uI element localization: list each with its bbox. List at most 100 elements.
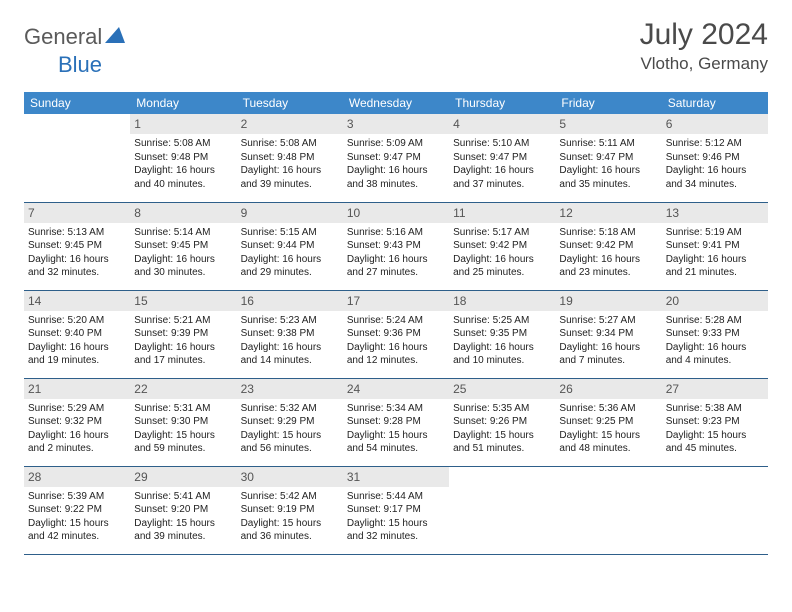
daylight-line: Daylight: 16 hours and 12 minutes. <box>347 341 445 368</box>
sunrise-line: Sunrise: 5:12 AM <box>666 137 764 151</box>
calendar-cell: 5Sunrise: 5:11 AMSunset: 9:47 PMDaylight… <box>555 114 661 202</box>
weekday-header: Thursday <box>449 92 555 114</box>
day-number: 31 <box>343 467 449 487</box>
sunrise-line: Sunrise: 5:08 AM <box>134 137 232 151</box>
calendar-cell: . <box>555 466 661 554</box>
sunset-line: Sunset: 9:19 PM <box>241 503 339 517</box>
calendar-cell: 8Sunrise: 5:14 AMSunset: 9:45 PMDaylight… <box>130 202 236 290</box>
brand-part2: Blue <box>58 52 102 78</box>
daylight-line: Daylight: 16 hours and 34 minutes. <box>666 164 764 191</box>
day-number: 23 <box>237 379 343 399</box>
calendar-cell: 16Sunrise: 5:23 AMSunset: 9:38 PMDayligh… <box>237 290 343 378</box>
day-number: 5 <box>555 114 661 134</box>
day-number: 29 <box>130 467 236 487</box>
daylight-line: Daylight: 16 hours and 27 minutes. <box>347 253 445 280</box>
sunrise-line: Sunrise: 5:32 AM <box>241 402 339 416</box>
daylight-line: Daylight: 16 hours and 40 minutes. <box>134 164 232 191</box>
day-number: 21 <box>24 379 130 399</box>
calendar-cell: 7Sunrise: 5:13 AMSunset: 9:45 PMDaylight… <box>24 202 130 290</box>
sunset-line: Sunset: 9:46 PM <box>666 151 764 165</box>
calendar-cell: . <box>24 114 130 202</box>
brand-logo: General <box>24 24 127 50</box>
day-number: 19 <box>555 291 661 311</box>
month-title: July 2024 <box>640 18 768 52</box>
day-number: 20 <box>662 291 768 311</box>
daylight-line: Daylight: 16 hours and 32 minutes. <box>28 253 126 280</box>
calendar-cell: 23Sunrise: 5:32 AMSunset: 9:29 PMDayligh… <box>237 378 343 466</box>
weekday-header: Sunday <box>24 92 130 114</box>
daylight-line: Daylight: 16 hours and 19 minutes. <box>28 341 126 368</box>
sunset-line: Sunset: 9:33 PM <box>666 327 764 341</box>
day-number: 7 <box>24 203 130 223</box>
sunrise-line: Sunrise: 5:41 AM <box>134 490 232 504</box>
day-number: 16 <box>237 291 343 311</box>
sunrise-line: Sunrise: 5:08 AM <box>241 137 339 151</box>
daylight-line: Daylight: 15 hours and 59 minutes. <box>134 429 232 456</box>
sunrise-line: Sunrise: 5:10 AM <box>453 137 551 151</box>
sunrise-line: Sunrise: 5:31 AM <box>134 402 232 416</box>
sunset-line: Sunset: 9:22 PM <box>28 503 126 517</box>
sunrise-line: Sunrise: 5:44 AM <box>347 490 445 504</box>
sunset-line: Sunset: 9:47 PM <box>559 151 657 165</box>
weekday-header: Saturday <box>662 92 768 114</box>
sunrise-line: Sunrise: 5:35 AM <box>453 402 551 416</box>
sunset-line: Sunset: 9:48 PM <box>134 151 232 165</box>
sunrise-line: Sunrise: 5:27 AM <box>559 314 657 328</box>
calendar-cell: 24Sunrise: 5:34 AMSunset: 9:28 PMDayligh… <box>343 378 449 466</box>
sunset-line: Sunset: 9:20 PM <box>134 503 232 517</box>
sunset-line: Sunset: 9:28 PM <box>347 415 445 429</box>
calendar-cell: 26Sunrise: 5:36 AMSunset: 9:25 PMDayligh… <box>555 378 661 466</box>
sunrise-line: Sunrise: 5:13 AM <box>28 226 126 240</box>
day-number: 30 <box>237 467 343 487</box>
sunset-line: Sunset: 9:48 PM <box>241 151 339 165</box>
day-number: 15 <box>130 291 236 311</box>
weekday-header: Tuesday <box>237 92 343 114</box>
sunset-line: Sunset: 9:39 PM <box>134 327 232 341</box>
day-number: 4 <box>449 114 555 134</box>
sunrise-line: Sunrise: 5:34 AM <box>347 402 445 416</box>
sunset-line: Sunset: 9:29 PM <box>241 415 339 429</box>
calendar-table: SundayMondayTuesdayWednesdayThursdayFrid… <box>24 92 768 555</box>
sunset-line: Sunset: 9:30 PM <box>134 415 232 429</box>
sunrise-line: Sunrise: 5:24 AM <box>347 314 445 328</box>
calendar-cell: 29Sunrise: 5:41 AMSunset: 9:20 PMDayligh… <box>130 466 236 554</box>
day-number: 12 <box>555 203 661 223</box>
sunrise-line: Sunrise: 5:16 AM <box>347 226 445 240</box>
sunset-line: Sunset: 9:45 PM <box>134 239 232 253</box>
daylight-line: Daylight: 15 hours and 51 minutes. <box>453 429 551 456</box>
calendar-cell: 14Sunrise: 5:20 AMSunset: 9:40 PMDayligh… <box>24 290 130 378</box>
day-number: 25 <box>449 379 555 399</box>
calendar-cell: 6Sunrise: 5:12 AMSunset: 9:46 PMDaylight… <box>662 114 768 202</box>
sunrise-line: Sunrise: 5:15 AM <box>241 226 339 240</box>
calendar-cell: 27Sunrise: 5:38 AMSunset: 9:23 PMDayligh… <box>662 378 768 466</box>
calendar-cell: 9Sunrise: 5:15 AMSunset: 9:44 PMDaylight… <box>237 202 343 290</box>
calendar-header-row: SundayMondayTuesdayWednesdayThursdayFrid… <box>24 92 768 114</box>
location-label: Vlotho, Germany <box>640 54 768 74</box>
day-number: 9 <box>237 203 343 223</box>
sunset-line: Sunset: 9:38 PM <box>241 327 339 341</box>
daylight-line: Daylight: 16 hours and 21 minutes. <box>666 253 764 280</box>
day-number: 2 <box>237 114 343 134</box>
sunrise-line: Sunrise: 5:09 AM <box>347 137 445 151</box>
sunrise-line: Sunrise: 5:17 AM <box>453 226 551 240</box>
day-number: 22 <box>130 379 236 399</box>
sunset-line: Sunset: 9:47 PM <box>453 151 551 165</box>
daylight-line: Daylight: 16 hours and 7 minutes. <box>559 341 657 368</box>
sunrise-line: Sunrise: 5:38 AM <box>666 402 764 416</box>
sunset-line: Sunset: 9:32 PM <box>28 415 126 429</box>
sunset-line: Sunset: 9:40 PM <box>28 327 126 341</box>
calendar-cell: 13Sunrise: 5:19 AMSunset: 9:41 PMDayligh… <box>662 202 768 290</box>
weekday-header: Monday <box>130 92 236 114</box>
sunset-line: Sunset: 9:36 PM <box>347 327 445 341</box>
daylight-line: Daylight: 16 hours and 35 minutes. <box>559 164 657 191</box>
sunrise-line: Sunrise: 5:18 AM <box>559 226 657 240</box>
sunrise-line: Sunrise: 5:39 AM <box>28 490 126 504</box>
sunset-line: Sunset: 9:43 PM <box>347 239 445 253</box>
sunset-line: Sunset: 9:25 PM <box>559 415 657 429</box>
daylight-line: Daylight: 16 hours and 30 minutes. <box>134 253 232 280</box>
daylight-line: Daylight: 15 hours and 42 minutes. <box>28 517 126 544</box>
calendar-cell: 20Sunrise: 5:28 AMSunset: 9:33 PMDayligh… <box>662 290 768 378</box>
daylight-line: Daylight: 16 hours and 39 minutes. <box>241 164 339 191</box>
calendar-cell: . <box>662 466 768 554</box>
sunset-line: Sunset: 9:23 PM <box>666 415 764 429</box>
